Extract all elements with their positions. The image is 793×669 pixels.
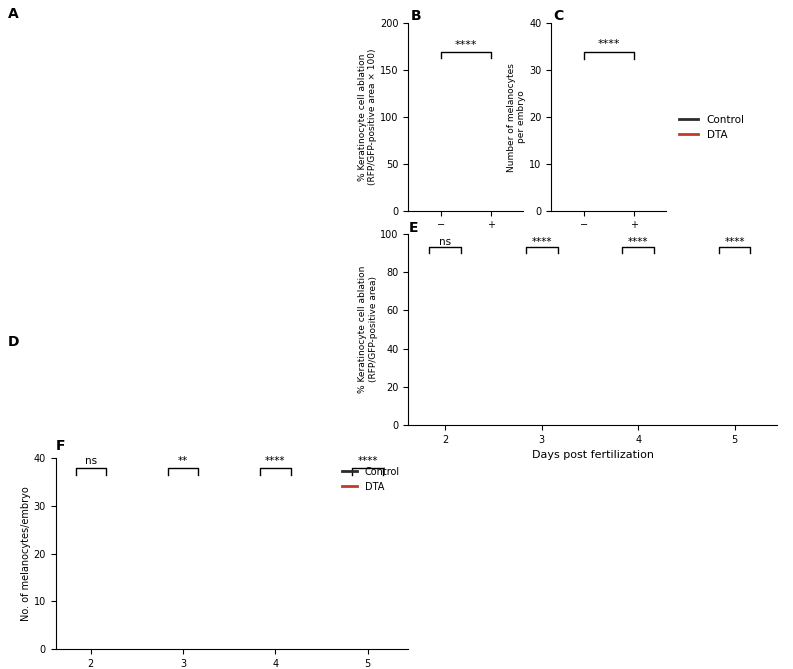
Y-axis label: % Keratinocyte cell ablation
(RFP/GFP-positive area × 100): % Keratinocyte cell ablation (RFP/GFP-po… — [358, 49, 377, 185]
Text: B: B — [411, 9, 422, 23]
Text: ns: ns — [439, 237, 451, 247]
Y-axis label: No. of melanocytes/embryo: No. of melanocytes/embryo — [21, 486, 31, 621]
Y-axis label: % Keratinocyte cell ablation
(RFP/GFP-positive area): % Keratinocyte cell ablation (RFP/GFP-po… — [358, 266, 377, 393]
Text: ****: **** — [531, 237, 552, 247]
Text: ****: **** — [454, 39, 477, 50]
X-axis label: Days post fertilization: Days post fertilization — [532, 450, 653, 460]
X-axis label: NTR: NTR — [454, 236, 477, 246]
Text: A: A — [8, 7, 19, 21]
Text: **: ** — [178, 456, 188, 466]
Text: E: E — [408, 221, 418, 235]
Text: D: D — [8, 334, 20, 349]
Legend: Control, DTA: Control, DTA — [676, 110, 749, 144]
Text: ****: **** — [265, 456, 285, 466]
Legend: Control, DTA: Control, DTA — [339, 463, 404, 496]
X-axis label: NTR: NTR — [597, 236, 620, 246]
Text: C: C — [554, 9, 564, 23]
Y-axis label: Number of melanocytes
per embryo: Number of melanocytes per embryo — [507, 63, 527, 171]
Text: ****: **** — [358, 456, 378, 466]
Text: ****: **** — [628, 237, 649, 247]
Text: ****: **** — [724, 237, 745, 247]
Text: F: F — [56, 440, 65, 453]
Text: ****: **** — [597, 39, 620, 49]
Text: ns: ns — [85, 456, 97, 466]
